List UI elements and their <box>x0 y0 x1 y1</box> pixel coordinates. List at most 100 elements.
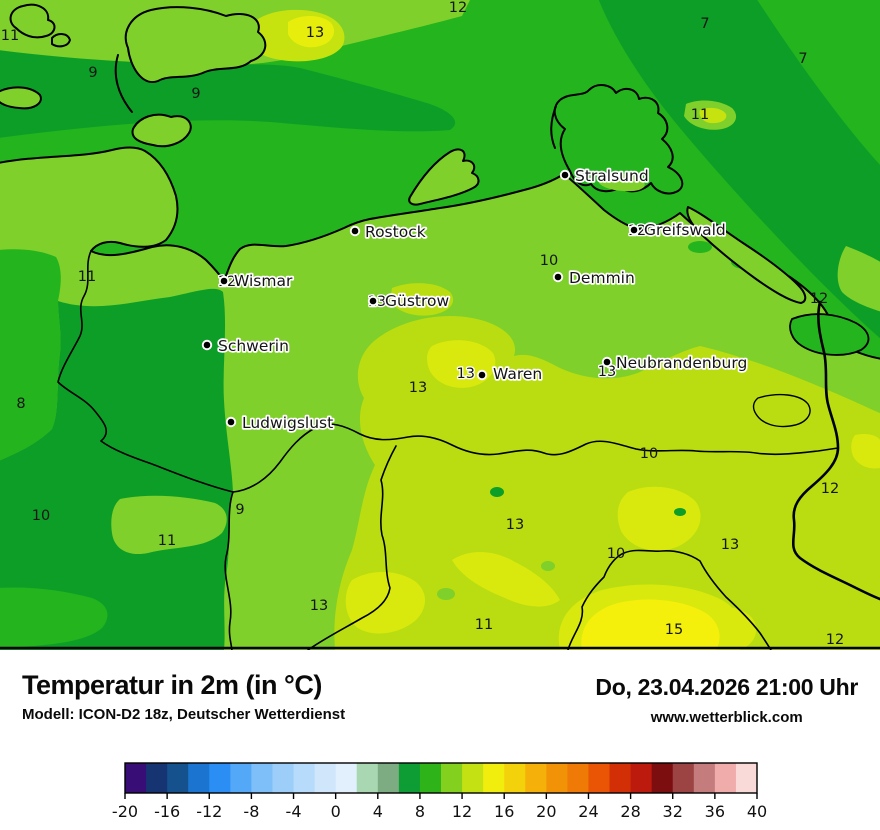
temp-value-label: 9 <box>88 65 97 81</box>
temp-value-label: 9 <box>235 502 244 518</box>
city-dot <box>227 418 235 426</box>
temp-value-label: 13 <box>721 537 739 553</box>
colorbar-segment <box>609 763 632 793</box>
city-marker-greifswald: 12Greifswald <box>626 219 727 240</box>
city-label: Stralsund <box>575 167 649 185</box>
colorbar-tick-label: 8 <box>415 802 425 821</box>
colorbar-segment <box>546 763 568 793</box>
temp-value-label: 7 <box>700 16 709 32</box>
colorbar-segment <box>188 763 210 793</box>
city-dot <box>203 341 211 349</box>
colorbar-tick-label: 12 <box>452 802 472 821</box>
city-temp-value: 13 <box>457 366 475 382</box>
colorbar-tick-label: 0 <box>331 802 341 821</box>
colorbar-segment <box>230 763 252 793</box>
colorbar-segment <box>462 763 484 793</box>
city-label: Neubrandenburg <box>616 354 747 372</box>
coastline-layer <box>0 3 880 360</box>
city-dot <box>369 297 377 305</box>
city-label: Rostock <box>365 223 426 241</box>
colorbar-segment <box>525 763 547 793</box>
city-marker-neubrandenburg: 13 Neubrandenburg <box>596 352 749 381</box>
colorbar-segment <box>146 763 168 793</box>
temp-value-label: 12 <box>821 481 839 497</box>
colorbar-segment <box>251 763 273 793</box>
page-title: Temperatur in 2m (in °C) <box>22 670 322 700</box>
city-label: Waren <box>493 365 542 383</box>
temp-value-label: 13 <box>306 25 324 41</box>
city-marker-demmin: Demmin <box>552 267 637 289</box>
colorbar-segment <box>630 763 653 793</box>
colorbar-segment <box>588 763 611 793</box>
colorbar-segment <box>356 763 379 793</box>
colorbar-frame <box>124 762 758 794</box>
footer: Temperatur in 2m (in °C) Modell: ICON-D2… <box>0 650 880 830</box>
temp-value-label: 10 <box>640 446 658 462</box>
colorbar-segment <box>441 763 463 793</box>
city-dot <box>220 277 228 285</box>
map-canvas: 11 13 9 9 12 7 7 11 11 8 10 12 13 10 9 11 13 10 12 13 13 10 11… <box>0 0 880 650</box>
city-label: Wismar <box>234 272 293 290</box>
city-label: Güstrow <box>385 292 450 310</box>
land-layer <box>0 147 880 650</box>
colorbar-segment <box>377 763 400 793</box>
temp-value-label: 15 <box>665 622 683 638</box>
city-marker-waren: 13 Waren <box>455 363 544 384</box>
colorbar-segment <box>483 763 505 793</box>
temp-value-label: 13 <box>506 517 524 533</box>
model-info: Modell: ICON-D2 18z, Deutscher Wetterdie… <box>22 706 346 723</box>
temp-value-label: 13 <box>409 380 427 396</box>
datetime-block: Do, 23.04.2026 21:00 Uhr www.wetterblick… <box>595 674 858 726</box>
colorbar-segment <box>714 763 737 793</box>
temp-value-label: 11 <box>475 617 493 633</box>
temp-value-label: 11 <box>158 533 176 549</box>
colorbar-segment <box>335 763 358 793</box>
colorbar-tick-label: -20 <box>112 802 138 821</box>
temp-value-label: 12 <box>449 0 467 16</box>
temp-value-label: 13 <box>310 598 328 614</box>
colorbar-segment <box>209 763 231 793</box>
temp-value-label: 8 <box>16 396 25 412</box>
city-label: Ludwigslust <box>242 414 333 432</box>
website-url: www.wetterblick.com <box>650 709 803 726</box>
city-temp-value: 13 <box>598 364 616 380</box>
temp-value-label: 12 <box>826 632 844 648</box>
city-label: Schwerin <box>218 337 289 355</box>
colorbar-tick-label: 32 <box>663 802 683 821</box>
city-marker-ludwigslust: Ludwigslust <box>225 412 335 434</box>
city-marker-rostock: Rostock <box>349 221 427 243</box>
colorbar-tick-label: 24 <box>578 802 598 821</box>
city-dot <box>561 171 569 179</box>
colorbar-tick-label: 28 <box>620 802 640 821</box>
colorbar-segment <box>735 763 758 793</box>
colorbar-segment <box>693 763 716 793</box>
forecast-datetime: Do, 23.04.2026 21:00 Uhr <box>595 674 858 700</box>
temp-value-label: 10 <box>540 253 558 269</box>
colorbar-segment <box>651 763 674 793</box>
temp-value-label: 11 <box>78 269 96 285</box>
colorbar-segment <box>419 763 442 793</box>
colorbar-tick-label: 36 <box>705 802 725 821</box>
city-label: Greifswald <box>644 221 726 239</box>
colorbar-segment <box>293 763 316 793</box>
colorbar-tick-label: 16 <box>494 802 514 821</box>
colorbar-tick-label: 4 <box>373 802 383 821</box>
city-marker-güstrow: 13Güstrow <box>366 290 451 311</box>
city-dot <box>630 226 638 234</box>
city-marker-stralsund: Stralsund <box>559 165 650 187</box>
temp-value-label: 11 <box>691 107 709 123</box>
map-labels: 11 13 9 9 12 7 7 11 11 8 10 12 13 10 9 11 13 10 12 13 13 10 11… <box>1 0 844 648</box>
colorbar-tick-label: -8 <box>243 802 259 821</box>
city-marker-wismar: 12Wismar <box>216 270 294 291</box>
temperature-map: 11 13 9 9 12 7 7 11 11 8 10 12 13 10 9 11 13 10 12 13 13 10 11… <box>0 0 880 650</box>
temp-value-label: 12 <box>810 291 828 307</box>
temp-value-label: 7 <box>798 51 807 67</box>
city-dot <box>603 358 611 366</box>
city-dot <box>351 227 359 235</box>
colorbar-segment <box>272 763 295 793</box>
colorbar-tick-label: 40 <box>747 802 767 821</box>
temp-value-label: 10 <box>607 546 625 562</box>
colorbar-segment <box>504 763 526 793</box>
colorbar-segment <box>567 763 589 793</box>
